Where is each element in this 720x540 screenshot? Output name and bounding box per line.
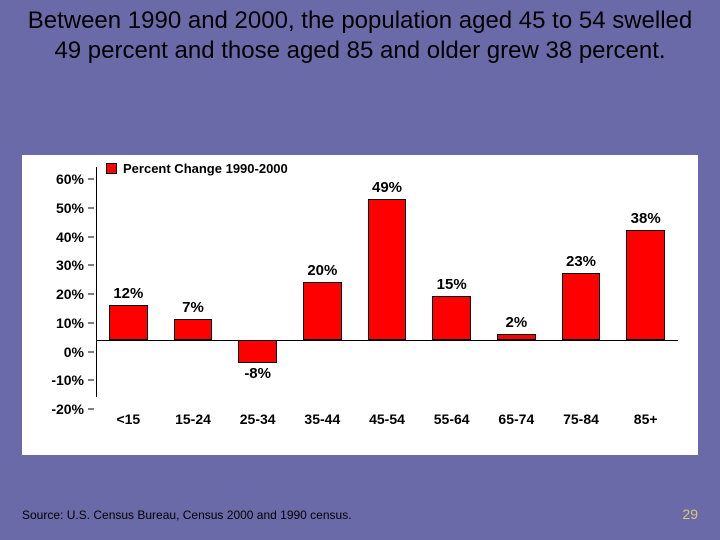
y-tick-label: -20% xyxy=(51,401,84,417)
bar xyxy=(109,305,148,340)
y-tick-label: 10% xyxy=(56,315,84,331)
x-tick-label: 85+ xyxy=(634,411,658,427)
bar-value-label: 2% xyxy=(505,314,527,331)
bar-value-label: -8% xyxy=(244,365,271,382)
bar xyxy=(432,296,471,339)
x-tick-label: 15-24 xyxy=(175,411,211,427)
bar-value-label: 38% xyxy=(631,210,661,227)
bar xyxy=(497,334,536,340)
bars-container: 12% 7% -8% 20% 49% 15% 2% 23% 38% xyxy=(96,167,686,397)
y-tick-mark xyxy=(88,380,94,381)
page-number: 29 xyxy=(682,506,698,522)
bar xyxy=(238,340,277,363)
slide-title: Between 1990 and 2000, the population ag… xyxy=(0,0,720,66)
y-tick-mark xyxy=(88,236,94,237)
bar-value-label: 12% xyxy=(113,285,143,302)
bar-value-label: 7% xyxy=(182,299,204,316)
bar xyxy=(626,230,665,339)
x-tick-label: <15 xyxy=(116,411,140,427)
y-tick-label: 30% xyxy=(56,257,84,273)
x-tick-label: 55-64 xyxy=(434,411,470,427)
y-tick-mark xyxy=(88,207,94,208)
bar xyxy=(303,282,342,340)
bar-value-label: 15% xyxy=(437,276,467,293)
x-tick-label: 45-54 xyxy=(369,411,405,427)
bar-value-label: 20% xyxy=(307,262,337,279)
y-tick-label: 0% xyxy=(64,344,84,360)
chart-panel: Percent Change 1990-2000 60%50%40%30%20%… xyxy=(22,155,698,455)
plot-area: 12% 7% -8% 20% 49% 15% 2% 23% 38% xyxy=(96,167,686,397)
x-tick-label: 25-34 xyxy=(240,411,276,427)
y-tick-label: 50% xyxy=(56,200,84,216)
y-tick-label: 40% xyxy=(56,229,84,245)
bar xyxy=(368,199,407,340)
y-axis: 60%50%40%30%20%10%0%-10%-20% xyxy=(22,167,94,397)
y-tick-label: 60% xyxy=(56,171,84,187)
y-tick-mark xyxy=(88,409,94,410)
y-tick-label: 20% xyxy=(56,286,84,302)
bar-value-label: 49% xyxy=(372,179,402,196)
bar xyxy=(174,319,213,339)
y-tick-mark xyxy=(88,294,94,295)
y-tick-mark xyxy=(88,179,94,180)
x-axis: <15 15-24 25-34 35-44 45-54 55-64 65-74 75-84 85… xyxy=(96,405,686,445)
bar-value-label: 23% xyxy=(566,253,596,270)
y-tick-label: -10% xyxy=(51,372,84,388)
y-tick-mark xyxy=(88,351,94,352)
x-tick-label: 75-84 xyxy=(563,411,599,427)
x-tick-label: 35-44 xyxy=(304,411,340,427)
x-tick-label: 65-74 xyxy=(498,411,534,427)
bar xyxy=(562,273,601,339)
y-tick-mark xyxy=(88,265,94,266)
y-tick-mark xyxy=(88,322,94,323)
source-text: Source: U.S. Census Bureau, Census 2000 … xyxy=(22,508,352,522)
